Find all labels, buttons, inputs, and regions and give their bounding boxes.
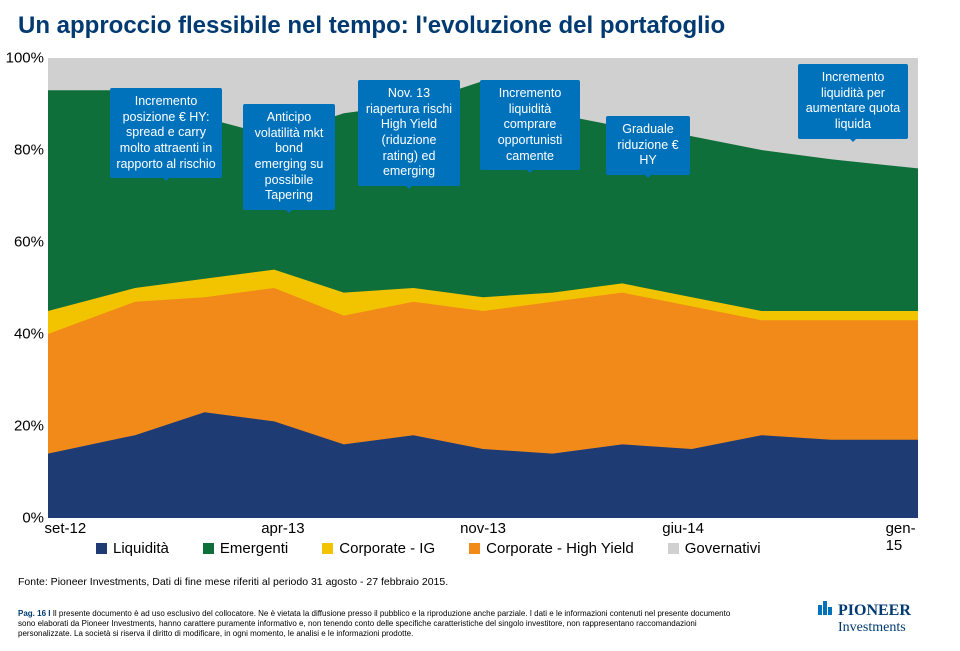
legend-label: Governativi	[685, 540, 761, 557]
brand-logo: PIONEER Investments	[818, 599, 938, 637]
legend-swatch	[668, 543, 679, 554]
ytick-label: 40%	[4, 326, 44, 343]
legend: Liquidità Emergenti Corporate - IG Corporat…	[96, 540, 918, 557]
page-number: Pag. 16 I	[18, 609, 53, 618]
footer-body: Il presente documento è ad uso esclusivo…	[18, 609, 730, 638]
logo-top: PIONEER	[838, 602, 911, 619]
x-axis: set-12apr-13nov-13giu-14gen-15	[48, 520, 918, 540]
legend-swatch	[322, 543, 333, 554]
footer-disclaimer: Pag. 16 I Il presente documento è ad uso…	[18, 609, 738, 639]
legend-item: Emergenti	[203, 540, 288, 557]
chart-area: 0%20%40%60%80%100% Incremento posizione …	[48, 58, 918, 518]
ytick-label: 20%	[4, 418, 44, 435]
callout-5: Incremento liquidità per aumentare quota…	[798, 64, 908, 139]
logo-bottom: Investments	[838, 620, 906, 635]
legend-label: Liquidità	[113, 540, 169, 557]
xtick-label: set-12	[45, 520, 87, 537]
legend-label: Corporate - IG	[339, 540, 435, 557]
ytick-label: 60%	[4, 234, 44, 251]
legend-item: Corporate - High Yield	[469, 540, 634, 557]
legend-label: Corporate - High Yield	[486, 540, 634, 557]
legend-swatch	[469, 543, 480, 554]
callout-3: Incremento liquidità comprare opportunis…	[480, 80, 580, 170]
callout-1: Anticipo volatilità mkt bond emerging su…	[243, 104, 335, 210]
ytick-label: 80%	[4, 142, 44, 159]
callout-0: Incremento posizione € HY: spread e carr…	[110, 88, 222, 178]
callout-2: Nov. 13 riapertura rischi High Yield (ri…	[358, 80, 460, 186]
xtick-label: apr-13	[261, 520, 304, 537]
page-title: Un approccio flessibile nel tempo: l'evo…	[0, 0, 960, 46]
pioneer-logo-icon: PIONEER Investments	[818, 599, 938, 637]
legend-swatch	[203, 543, 214, 554]
ytick-label: 0%	[4, 510, 44, 527]
legend-swatch	[96, 543, 107, 554]
legend-item: Governativi	[668, 540, 761, 557]
ytick-label: 100%	[4, 50, 44, 67]
source-text: Fonte: Pioneer Investments, Dati di fine…	[18, 576, 448, 588]
legend-item: Liquidità	[96, 540, 169, 557]
legend-label: Emergenti	[220, 540, 288, 557]
xtick-label: giu-14	[662, 520, 704, 537]
callout-4: Graduale riduzione € HY	[606, 116, 690, 175]
xtick-label: nov-13	[460, 520, 506, 537]
legend-item: Corporate - IG	[322, 540, 435, 557]
